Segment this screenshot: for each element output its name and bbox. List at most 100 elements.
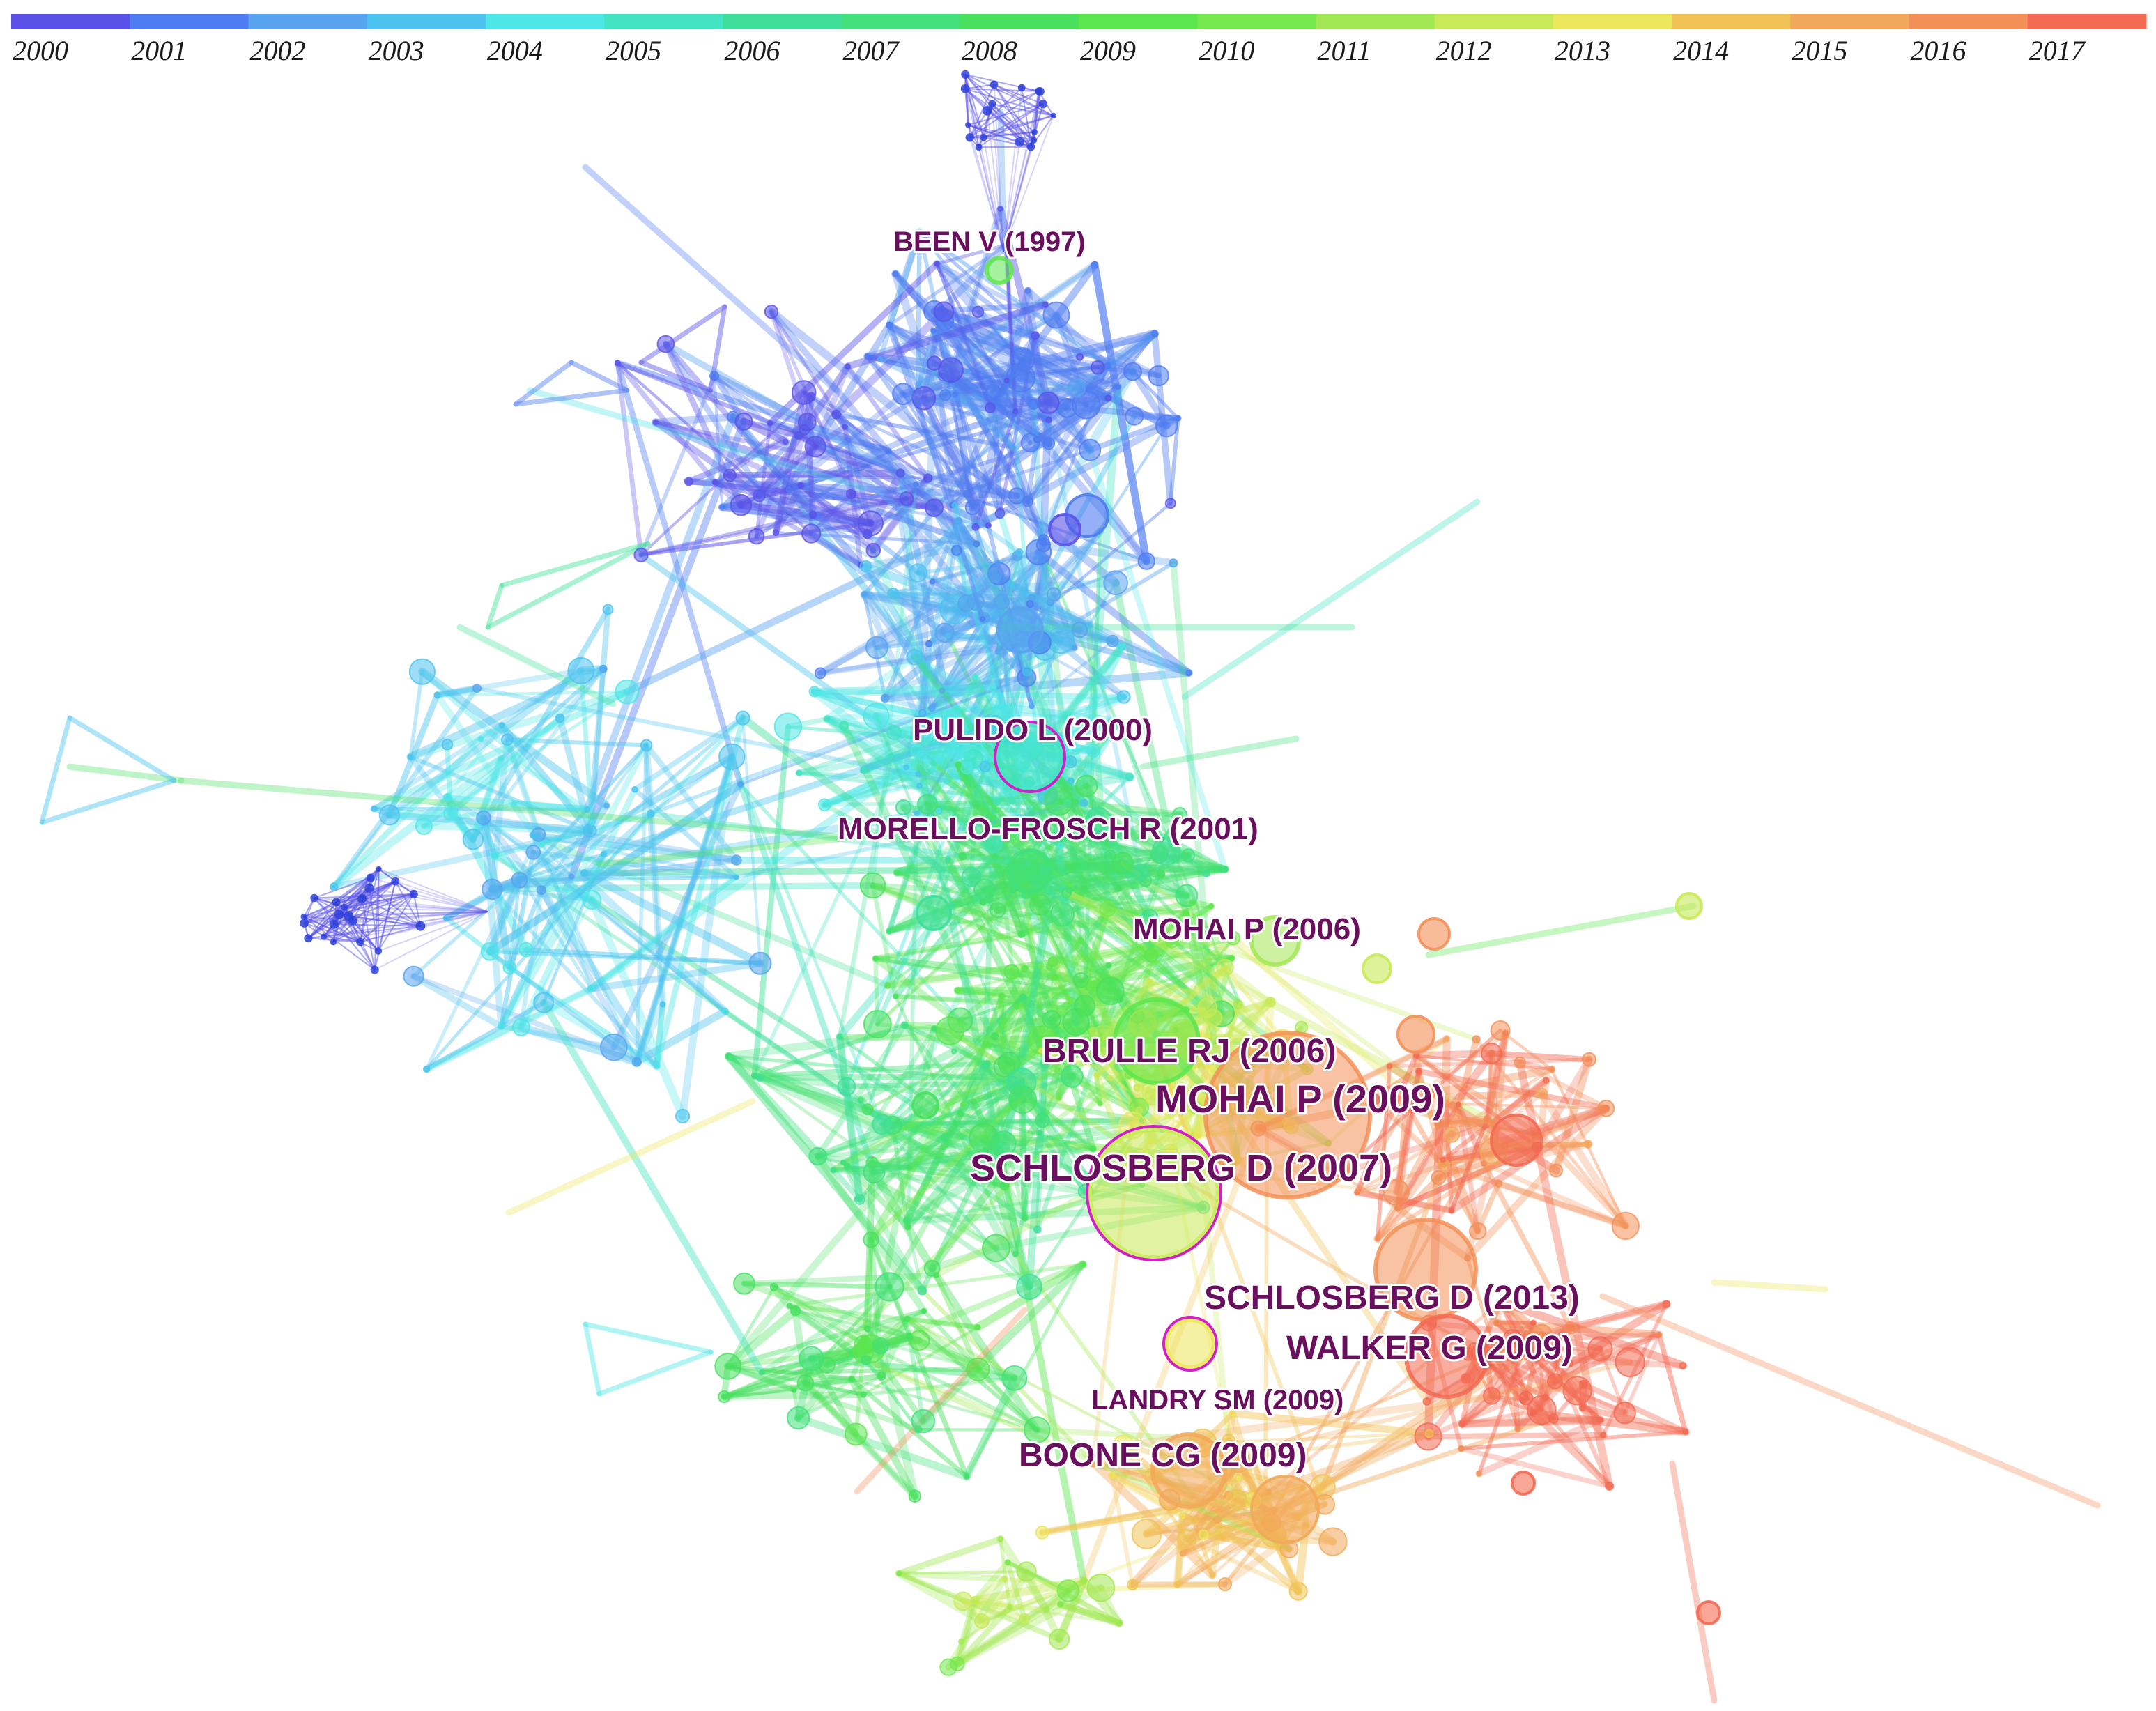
network-node	[1483, 1115, 1492, 1123]
timeline-year-label: 2015	[1792, 35, 1847, 66]
network-node	[1514, 1056, 1526, 1069]
network-edge	[964, 73, 1004, 252]
network-edge	[531, 834, 573, 878]
network-node	[965, 122, 971, 128]
network-node	[654, 1063, 660, 1069]
network-edge	[526, 387, 868, 491]
network-node	[1202, 869, 1211, 877]
network-edge	[600, 723, 996, 858]
network-edge	[615, 360, 718, 485]
network-node	[1167, 1091, 1179, 1103]
network-edge	[649, 755, 734, 816]
network-edge	[39, 715, 72, 825]
network-node	[538, 841, 545, 848]
network-node	[987, 567, 1003, 583]
network-edge	[1222, 965, 1274, 1005]
network-edge	[726, 1365, 865, 1397]
node-label-boone: BOONE CG (2009)	[1019, 1437, 1307, 1474]
network-edge	[1003, 91, 1041, 252]
network-edge	[832, 411, 981, 548]
network-edge	[1024, 286, 1053, 448]
network-edge	[1196, 1062, 1210, 1137]
network-edge	[915, 749, 999, 804]
network-node	[718, 1390, 731, 1404]
network-edge	[596, 833, 868, 868]
network-node	[865, 1156, 879, 1169]
network-edge	[507, 887, 544, 970]
node-label-mohai2009: MOHAI P (2009)	[1155, 1077, 1445, 1121]
network-edge	[1374, 1174, 1442, 1242]
network-node	[1137, 552, 1156, 570]
network-edge	[686, 478, 937, 511]
network-node	[844, 1163, 850, 1169]
network-node	[1173, 1581, 1181, 1588]
network-edge	[870, 475, 931, 553]
network-edge	[1047, 909, 1190, 1024]
network-edge	[866, 999, 1072, 1111]
network-edge	[844, 1163, 911, 1230]
network-node	[1229, 1410, 1236, 1417]
node-label-mohai2006: MOHAI P (2006)	[1133, 912, 1361, 946]
network-node	[1042, 301, 1070, 329]
network-edge	[1435, 1049, 1496, 1128]
network-node	[587, 985, 595, 993]
network-node	[908, 1489, 922, 1503]
network-edge	[534, 830, 729, 1015]
network-edge	[822, 762, 1024, 807]
network-edge	[939, 307, 1017, 416]
network-edge	[1623, 1333, 1661, 1415]
network-edge	[797, 482, 980, 547]
network-edge	[930, 554, 1019, 584]
network-node	[985, 383, 1001, 399]
network-node	[1562, 1376, 1592, 1406]
network-edge	[907, 1165, 1093, 1182]
network-node	[1035, 1525, 1049, 1540]
network-node	[982, 833, 1003, 854]
network-edge	[903, 1062, 988, 1225]
network-edge	[1435, 1160, 1487, 1181]
network-edge	[513, 388, 630, 407]
network-edge	[616, 361, 813, 535]
network-node	[973, 540, 980, 548]
network-edge	[881, 555, 1049, 703]
network-node	[904, 1218, 910, 1224]
network-node	[934, 622, 955, 643]
network-node	[933, 1272, 939, 1278]
network-node	[1022, 1215, 1028, 1222]
network-node	[899, 491, 914, 507]
network-node	[1067, 378, 1086, 398]
network-node	[972, 674, 979, 680]
network-node	[1543, 1077, 1550, 1084]
network-edge	[369, 877, 488, 912]
network-node	[863, 1010, 892, 1038]
network-edge	[470, 606, 611, 843]
network-edge	[737, 501, 875, 528]
network-edge	[348, 911, 488, 917]
network-edge	[1003, 90, 1040, 252]
network-edge	[307, 880, 396, 939]
network-edge	[954, 987, 1123, 1004]
network-edge	[1229, 934, 1444, 1128]
network-node	[1091, 261, 1099, 269]
network-node	[981, 1146, 990, 1156]
network-edge	[967, 103, 1044, 126]
network-edge	[849, 1376, 969, 1479]
network-node	[886, 321, 893, 329]
network-node	[941, 710, 964, 734]
network-node	[992, 798, 1000, 806]
network-edge	[999, 1537, 1012, 1609]
network-edge	[1484, 1030, 1509, 1122]
network-edge	[864, 1106, 948, 1141]
network-edge	[722, 1358, 868, 1399]
network-edge	[886, 321, 1052, 447]
network-node	[714, 1353, 742, 1380]
network-edge	[721, 1308, 927, 1399]
network-edge	[1060, 912, 1140, 1019]
network-edge	[768, 308, 919, 488]
network-edge	[1465, 1256, 1520, 1431]
network-edge	[531, 834, 738, 879]
timeline-segment	[367, 14, 486, 29]
network-edge	[1088, 1458, 1217, 1580]
network-edge	[1497, 1297, 1688, 1370]
network-node	[482, 878, 503, 900]
